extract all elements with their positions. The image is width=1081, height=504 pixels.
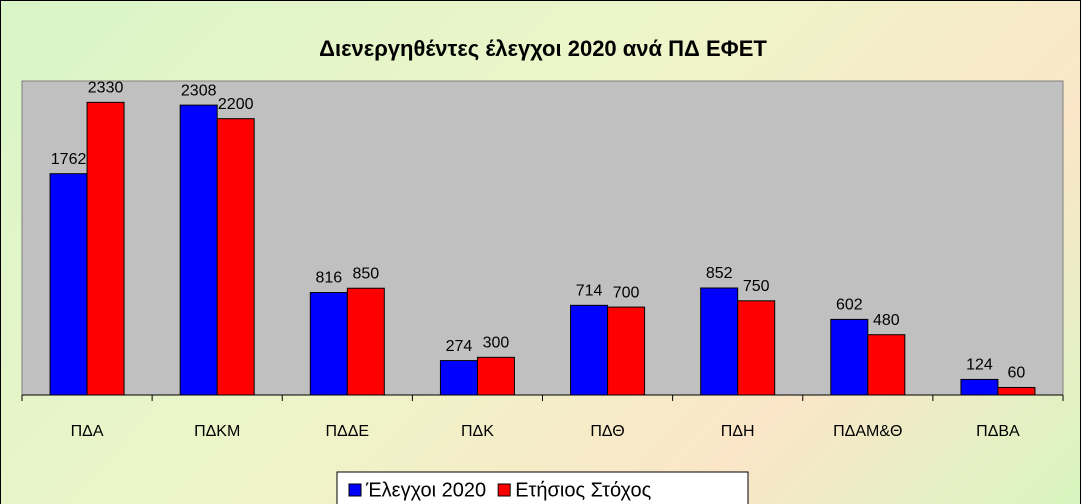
value-label: 124	[966, 357, 993, 374]
bar	[607, 306, 646, 396]
plot-area	[21, 80, 1064, 396]
value-label: 700	[613, 284, 640, 301]
value-label: 480	[873, 312, 900, 329]
value-label: 2200	[218, 96, 254, 113]
value-label: 714	[576, 283, 603, 300]
bar	[867, 334, 906, 396]
x-tick-label: ΠΔΑΜ&Θ	[833, 423, 902, 440]
bar	[700, 287, 739, 396]
value-label: 750	[743, 278, 770, 295]
bar	[997, 386, 1036, 396]
bar	[216, 118, 255, 396]
x-tick-label: ΠΔΚ	[461, 423, 494, 440]
bar	[737, 300, 776, 396]
legend-label: Έλεγχοι 2020	[365, 479, 486, 501]
bar	[960, 378, 999, 396]
value-label: 274	[446, 338, 473, 355]
legend-swatch	[348, 483, 362, 497]
x-tick-label: ΠΔΑ	[71, 423, 104, 440]
value-label: 2330	[88, 80, 124, 97]
value-label: 816	[315, 270, 342, 287]
bar	[346, 287, 385, 396]
value-label: 2308	[181, 82, 217, 99]
value-label: 60	[1008, 365, 1026, 382]
bar	[830, 318, 869, 396]
legend-swatch	[497, 483, 511, 497]
x-tick-label: ΠΔΔΕ	[326, 423, 370, 440]
x-tick-label: ΠΔΚΜ	[194, 423, 240, 440]
bar	[476, 356, 515, 396]
x-tick-label: ΠΔΒΑ	[976, 423, 1020, 440]
value-label: 1762	[51, 151, 87, 168]
value-label: 850	[352, 265, 379, 282]
chart-title: Διενεργηθέντες έλεγχοι 2020 ανά ΠΔ ΕΦΕΤ	[319, 36, 767, 61]
legend	[336, 471, 749, 504]
bar	[49, 173, 88, 396]
value-label: 300	[483, 335, 510, 352]
bar	[179, 104, 218, 396]
x-tick-label: ΠΔΘ	[590, 423, 624, 440]
bar	[570, 304, 609, 396]
bar	[86, 101, 125, 396]
legend-label: Ετήσιος Στόχος	[515, 479, 651, 501]
x-tick-label: ΠΔΗ	[721, 423, 755, 440]
value-label: 852	[706, 265, 733, 282]
value-label: 602	[836, 297, 863, 314]
bar	[439, 360, 478, 396]
bar	[309, 292, 348, 396]
